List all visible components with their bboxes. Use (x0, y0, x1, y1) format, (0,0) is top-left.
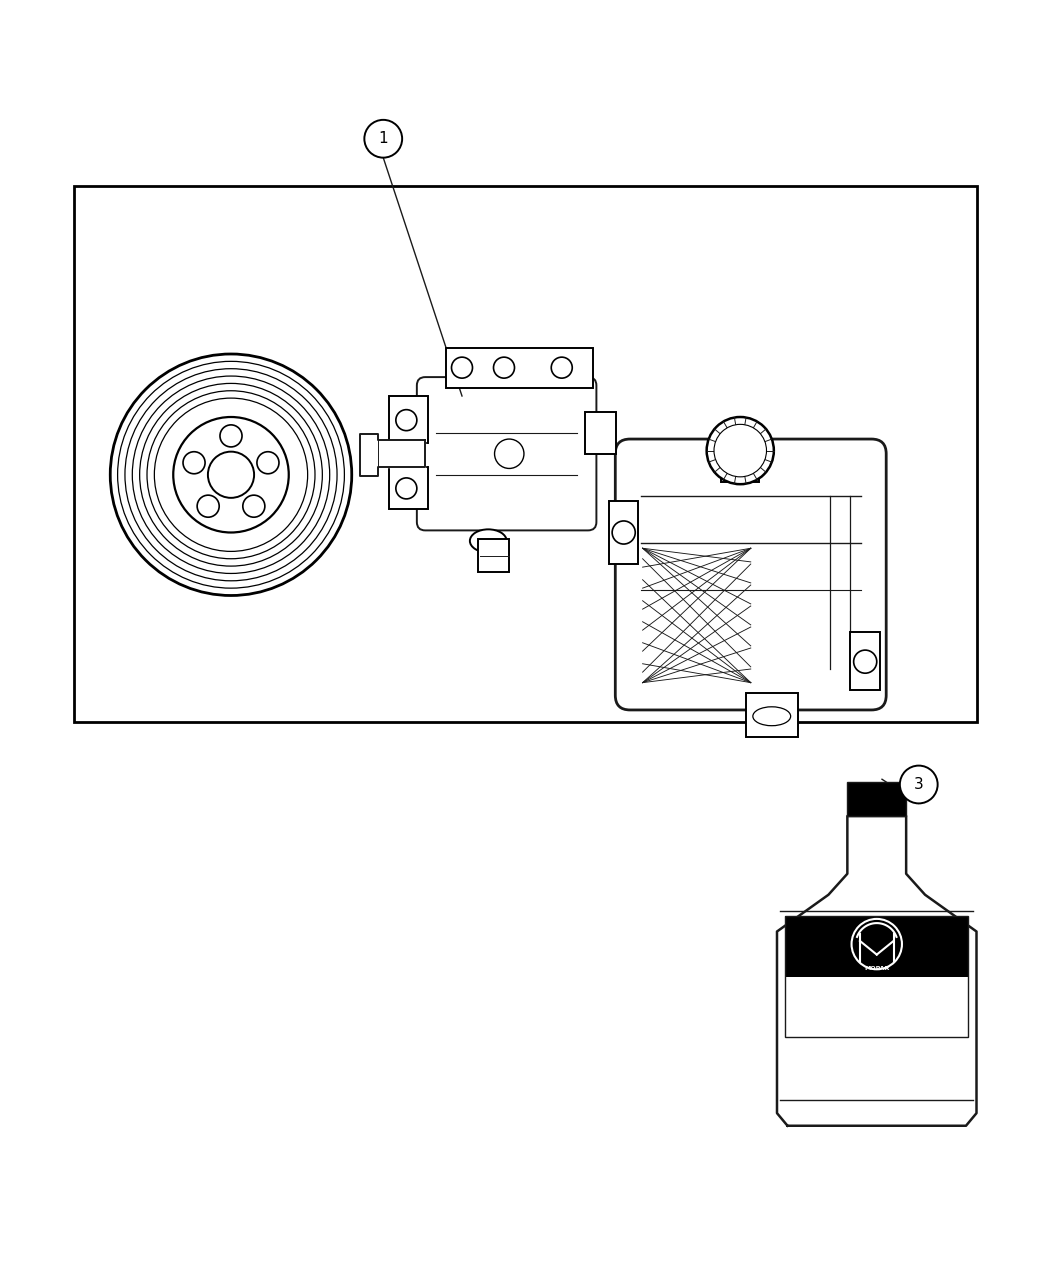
Bar (609, 501, 638, 564)
Circle shape (852, 919, 902, 969)
Bar (785, 915, 968, 1037)
Bar (785, 915, 968, 977)
Circle shape (118, 361, 344, 588)
Circle shape (396, 409, 417, 431)
FancyBboxPatch shape (417, 377, 596, 530)
Bar (388, 397, 428, 444)
Ellipse shape (753, 706, 791, 725)
Bar (74, 186, 977, 722)
Circle shape (396, 478, 417, 499)
Circle shape (551, 357, 572, 379)
Polygon shape (777, 816, 976, 1126)
Circle shape (707, 417, 774, 484)
Polygon shape (360, 434, 425, 476)
Circle shape (140, 384, 322, 566)
Circle shape (257, 451, 279, 474)
Circle shape (173, 417, 289, 533)
Bar (388, 468, 428, 510)
Text: MOPAR: MOPAR (864, 965, 889, 970)
Circle shape (183, 451, 205, 474)
Bar (746, 694, 798, 737)
Circle shape (900, 765, 938, 803)
Circle shape (494, 357, 514, 379)
Circle shape (132, 376, 330, 574)
Circle shape (243, 495, 265, 518)
Circle shape (197, 495, 219, 518)
Ellipse shape (469, 529, 506, 552)
Bar (721, 450, 759, 482)
Bar (478, 539, 509, 572)
FancyBboxPatch shape (615, 439, 886, 710)
Circle shape (612, 521, 635, 544)
Bar (847, 783, 906, 816)
Bar (585, 412, 616, 454)
Circle shape (208, 451, 254, 497)
Circle shape (714, 425, 766, 477)
Bar (850, 632, 880, 690)
Circle shape (364, 120, 402, 158)
Circle shape (452, 357, 472, 379)
Circle shape (220, 425, 242, 448)
Circle shape (154, 398, 308, 551)
Text: 1: 1 (378, 131, 388, 147)
Circle shape (125, 368, 337, 581)
Bar (446, 348, 593, 388)
Circle shape (110, 354, 352, 595)
Text: 3: 3 (914, 776, 924, 792)
Ellipse shape (495, 439, 524, 468)
Circle shape (854, 650, 877, 673)
Circle shape (147, 390, 315, 558)
